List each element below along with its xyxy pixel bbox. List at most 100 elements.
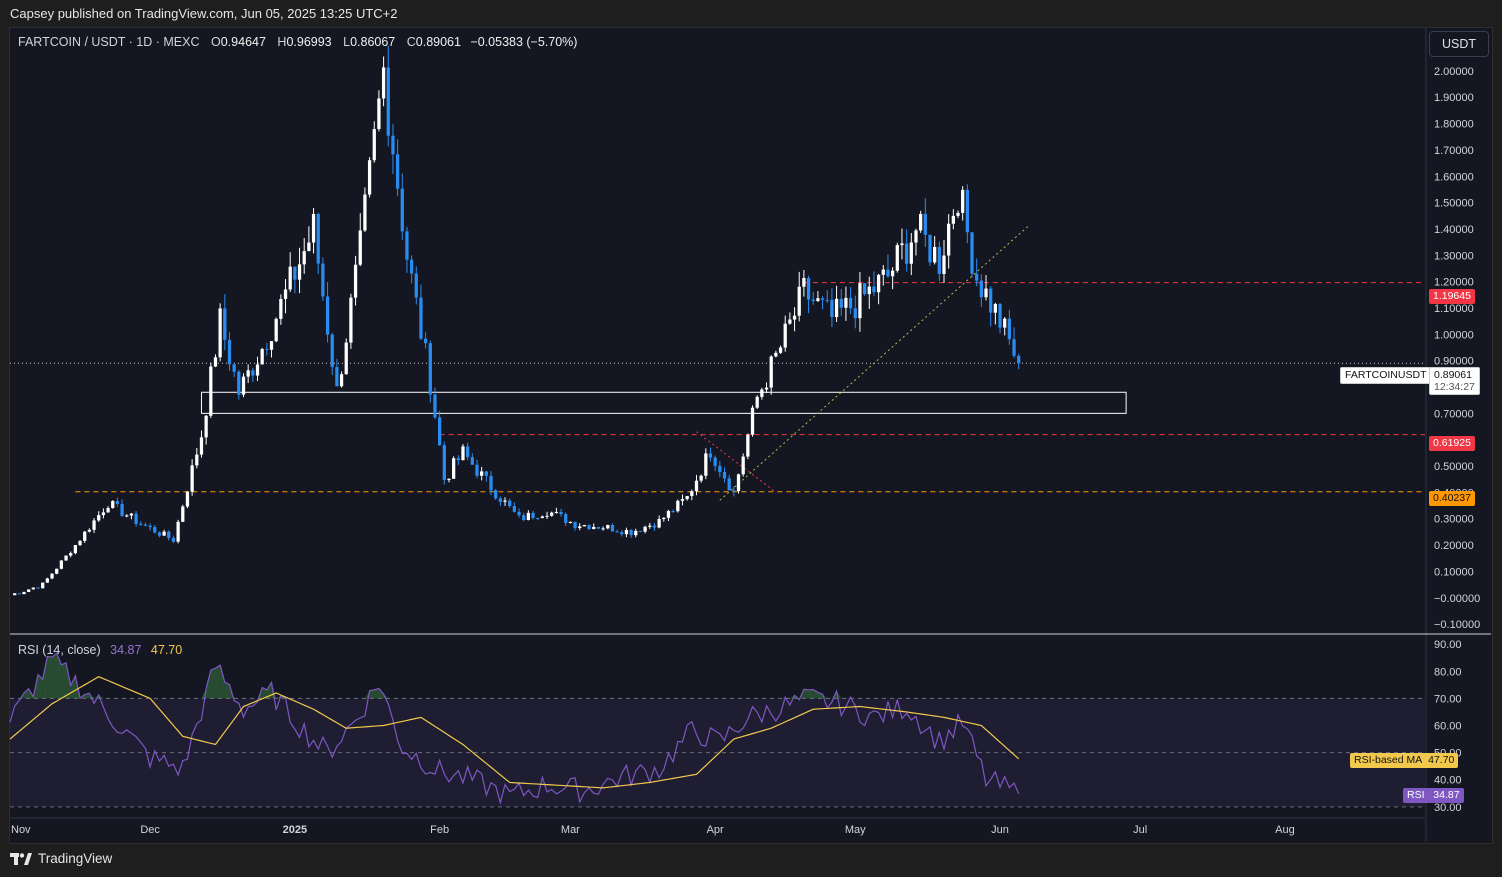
candle-up <box>788 319 792 324</box>
candle-up <box>41 582 45 589</box>
candle-down <box>848 297 853 309</box>
rsi-overbought-fill <box>206 670 211 699</box>
rsi-overbought-fill <box>374 688 379 699</box>
candle-up <box>162 531 166 536</box>
candle-up <box>624 530 629 535</box>
rsi-overbought-fill <box>52 653 57 699</box>
candle-up <box>545 515 549 517</box>
candle-down <box>325 296 330 335</box>
candle-up <box>797 286 801 316</box>
candle-up <box>568 521 573 523</box>
candle-up <box>704 453 708 476</box>
candle-up <box>909 242 913 264</box>
candle-down <box>610 525 615 532</box>
candle-down <box>466 446 470 458</box>
candle-down <box>596 526 601 529</box>
candle-up <box>279 298 283 319</box>
time-tick-label: May <box>845 824 866 836</box>
candle-up <box>13 593 17 596</box>
rsi-overbought-fill <box>24 688 29 699</box>
candle-down <box>489 475 493 491</box>
candle-down <box>498 498 502 502</box>
candle-up <box>87 529 92 532</box>
candle-up <box>648 525 652 527</box>
rsi-overbought-fill <box>378 688 384 699</box>
candle-down <box>1017 355 1021 364</box>
current-price-label: 0.89061 12:34:27 <box>1429 367 1480 395</box>
price-tick-label: 1.40000 <box>1434 224 1474 236</box>
candle-down <box>508 500 512 507</box>
candle-up <box>634 530 638 536</box>
candle-up <box>592 526 596 530</box>
candle-down <box>330 334 334 368</box>
price-tick-label: 1.50000 <box>1434 198 1474 210</box>
candle-down <box>839 298 843 308</box>
candle-up <box>101 512 106 516</box>
rsi-tick-label: 40.00 <box>1434 775 1462 787</box>
footer-brand[interactable]: TradingView <box>10 851 112 866</box>
candle-down <box>937 246 941 274</box>
rsi-line <box>9 652 1020 806</box>
high-label: H <box>277 35 287 49</box>
candle-down <box>442 445 446 481</box>
open-value: 0.94647 <box>220 35 266 49</box>
time-tick-label: 2025 <box>283 824 307 836</box>
rsi-overbought-fill <box>38 674 43 699</box>
price-tick-label: 0.20000 <box>1434 540 1474 552</box>
price-tick-label: −0.00000 <box>1434 593 1480 605</box>
candle-up <box>283 289 288 299</box>
candle-up <box>764 387 769 390</box>
candle-down <box>522 515 526 521</box>
candle-down <box>970 232 974 274</box>
chart-frame[interactable] <box>9 27 1493 844</box>
rsi-overbought-fill <box>780 697 786 699</box>
candle-up <box>792 315 797 320</box>
candle-up <box>363 194 367 231</box>
candle-up <box>582 524 587 527</box>
rsi-overbought-fill <box>369 689 375 699</box>
candle-up <box>526 512 531 521</box>
candle-up <box>601 528 605 530</box>
candle-down <box>615 531 619 533</box>
published-header: Capsey published on TradingView.com, Jun… <box>10 6 398 21</box>
price-tick-label: −0.10000 <box>1434 619 1480 631</box>
price-tick-label: 0.90000 <box>1434 356 1474 368</box>
candle-down <box>293 266 297 280</box>
rsi-axis-label: RSI 34.87 <box>1403 788 1464 803</box>
candle-up <box>377 98 381 130</box>
symbol-title: FARTCOIN / USDT · 1D · MEXC <box>18 35 200 49</box>
candle-up <box>92 520 96 530</box>
candlestick-series <box>13 45 1021 596</box>
candle-up <box>783 323 787 348</box>
candle-down <box>148 525 152 528</box>
candle-up <box>353 264 358 298</box>
candle-up <box>760 389 764 397</box>
candle-up <box>73 545 78 554</box>
candle-up <box>1003 318 1007 328</box>
rsi-tick-label: 80.00 <box>1434 666 1462 678</box>
symbol-legend: FARTCOIN / USDT · 1D · MEXC O0.94647 H0.… <box>18 35 577 49</box>
rsi-overbought-fill <box>210 668 216 699</box>
candle-up <box>83 531 87 541</box>
candle-up <box>69 553 73 556</box>
candle-down <box>428 343 432 395</box>
candle-up <box>746 434 750 457</box>
candle-down <box>414 273 418 298</box>
price-tick-label: 2.00000 <box>1434 66 1474 78</box>
candle-countdown: 12:34:27 <box>1434 381 1475 393</box>
time-tick-label: Dec <box>140 824 160 836</box>
rsi-tick-label: 30.00 <box>1434 802 1462 814</box>
candle-down <box>321 263 325 297</box>
candle-down <box>564 514 568 523</box>
rsi-axis-value: 34.87 <box>1433 789 1460 801</box>
time-tick-label: Nov <box>11 824 31 836</box>
candle-up <box>774 352 778 357</box>
candle-up <box>690 491 694 496</box>
currency-button[interactable]: USDT <box>1429 31 1489 57</box>
rsi-ma-legend-value: 47.70 <box>150 643 183 657</box>
candle-up <box>890 270 895 277</box>
candle-up <box>344 342 348 375</box>
candle-down <box>979 280 983 298</box>
candle-up <box>45 578 49 583</box>
